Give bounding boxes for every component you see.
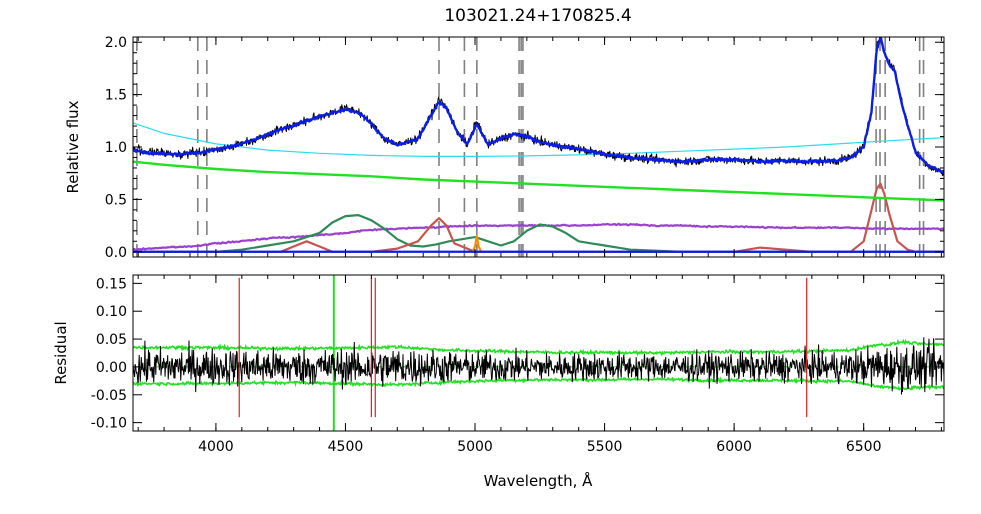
power-law-continuum-line	[133, 122, 944, 157]
residual-y-tick-label: -0.05	[91, 388, 127, 404]
spectrum-x-ticks	[137, 37, 942, 257]
spectrum-y-axis-label: Relative flux	[64, 100, 82, 193]
residual-y-tick-label: -0.10	[91, 416, 127, 432]
emission-line-markers	[136, 37, 925, 257]
x-axis-label: Wavelength, Å	[484, 471, 594, 490]
residual-plot-frame	[132, 274, 945, 432]
model-line	[133, 37, 944, 174]
residual-y-tick-label: 0.05	[96, 332, 127, 348]
spectrum-y-axis: 0.0 0.5 1.0 1.5 2.0	[105, 35, 944, 261]
x-tick-label: 6000	[716, 439, 752, 455]
x-axis: 4000 4500 5000 5500 6000 6500	[137, 275, 942, 455]
stellar-component-line	[133, 222, 944, 251]
x-tick-label: 4500	[328, 439, 364, 455]
spectrum-y-tick-label: 1.0	[105, 140, 127, 156]
narrow-oiii-line	[471, 234, 483, 253]
x-tick-label: 4000	[198, 439, 234, 455]
residual-y-axis: 0.15 0.10 0.05 0.00 -0.05 -0.10	[91, 276, 944, 432]
broad-lines-line	[133, 182, 944, 253]
residual-y-tick-label: 0.15	[96, 276, 127, 292]
continuum-component-line	[133, 160, 944, 202]
residual-series	[133, 277, 944, 418]
chart-title: 103021.24+170825.4	[444, 6, 631, 26]
error-band-upper	[133, 338, 944, 357]
residual-y-tick-label: 0.00	[96, 360, 127, 376]
spectrum-y-tick-label: 0.0	[105, 245, 127, 261]
residual-y-tick-label: 0.10	[96, 304, 127, 320]
spectrum-y-tick-label: 2.0	[105, 35, 127, 51]
spectrum-panel: 0.0 0.5 1.0 1.5 2.0 Relative flux	[64, 35, 945, 261]
fe-emission-line	[133, 214, 944, 253]
observed-line	[133, 37, 944, 177]
spectrum-series	[133, 37, 944, 253]
x-tick-label: 6500	[846, 439, 882, 455]
x-tick-label: 5500	[587, 439, 623, 455]
x-tick-label: 5000	[457, 439, 493, 455]
residual-panel: 0.15 0.10 0.05 0.00 -0.05 -0.10 4000 4500 5000 5…	[52, 274, 945, 490]
spectrum-y-tick-label: 1.5	[105, 88, 127, 104]
residual-y-axis-label: Residual	[52, 321, 70, 384]
residual-line	[133, 337, 944, 395]
error-band-lower	[133, 375, 944, 392]
spectrum-y-tick-label: 0.5	[105, 192, 127, 208]
